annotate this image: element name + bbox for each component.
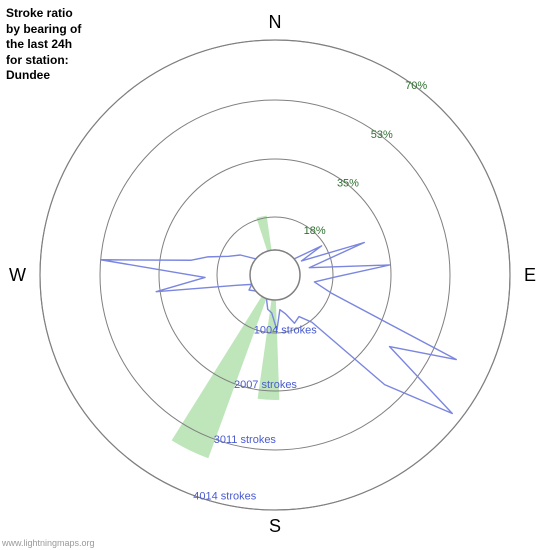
pct-label: 53% [371, 129, 393, 141]
center-hole [250, 250, 300, 300]
cardinal-label: W [9, 265, 26, 285]
pct-label: 35% [337, 178, 359, 190]
pct-label: 70% [405, 80, 427, 92]
chart-title: Stroke ratio by bearing of the last 24h … [6, 6, 81, 84]
cardinal-label: N [269, 12, 282, 32]
stroke-count-label: 3011 strokes [214, 434, 277, 446]
stroke-count-label: 4014 strokes [193, 491, 256, 503]
cardinal-label: S [269, 516, 281, 536]
wedge [256, 216, 271, 252]
polar-chart: 18% 35% 53% 70% 1004 strokes 2007 strokes 3011… [0, 0, 550, 550]
stroke-count-label: 2007 strokes [234, 379, 297, 391]
cardinal-label: E [524, 265, 536, 285]
stroke-count-label: 1004 strokes [254, 324, 317, 336]
footer-credit: www.lightningmaps.org [2, 538, 95, 548]
pct-label: 18% [304, 225, 326, 237]
